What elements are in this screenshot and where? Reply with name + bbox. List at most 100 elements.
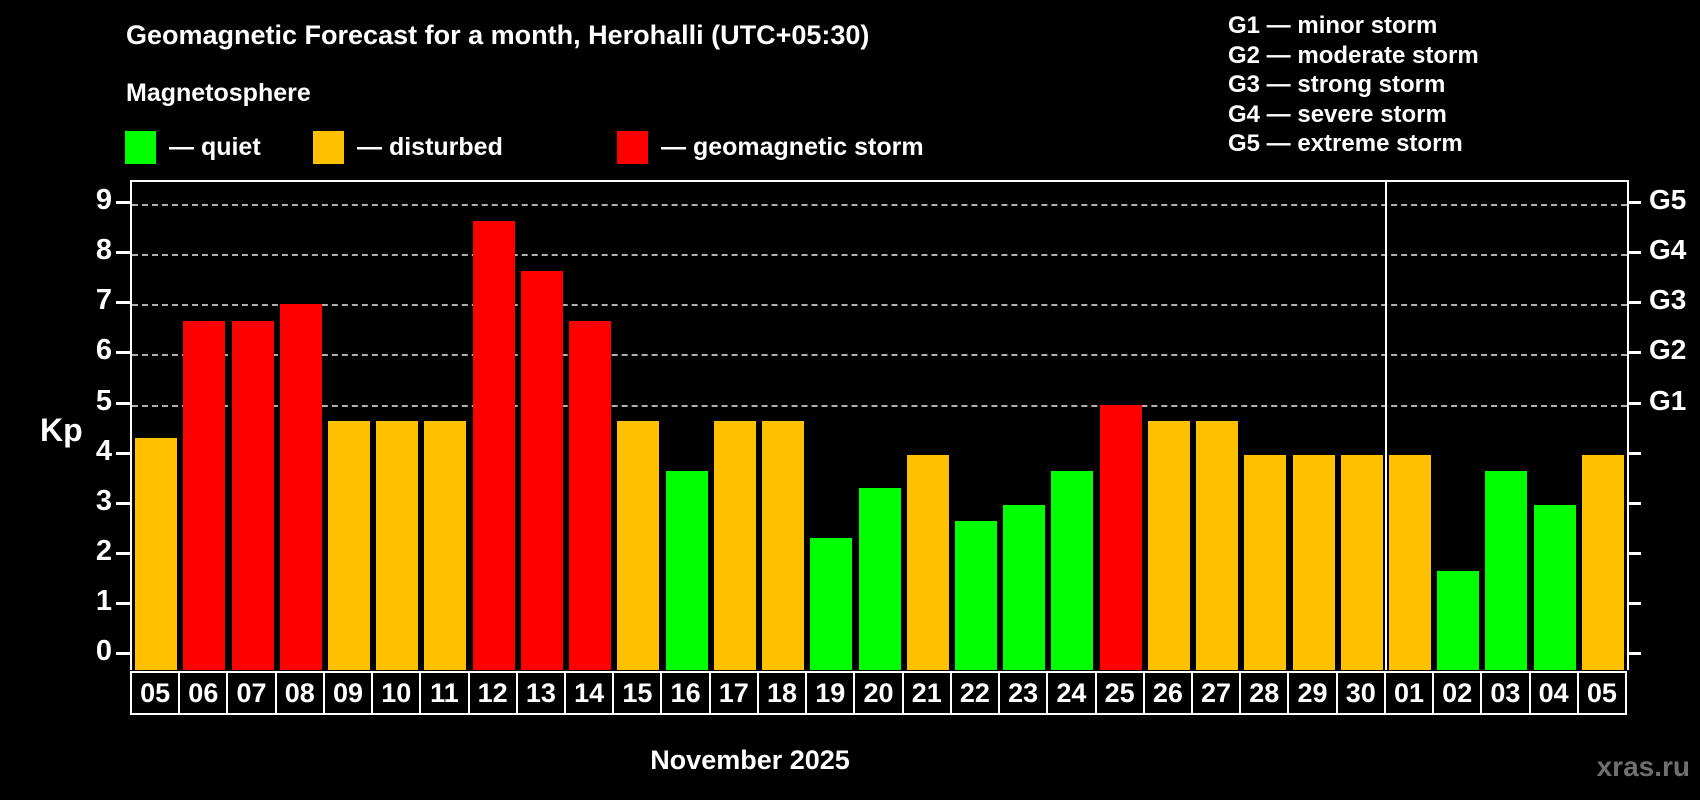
gridline-kp9 (132, 204, 1627, 207)
y-axis-tick-right-9 (1627, 201, 1641, 205)
kp-bar-12 (472, 220, 515, 670)
y-axis-tick-right-1 (1627, 601, 1641, 605)
kp-bar-29 (1292, 454, 1335, 670)
g-scale-label-g4: G4 (1649, 234, 1687, 266)
y-axis-tick-right-6 (1627, 351, 1641, 355)
kp-axis-title: Kp (40, 412, 83, 448)
kp-bar-30 (1340, 454, 1383, 670)
y-axis-label-0: 0 (95, 635, 112, 667)
gridline-kp8 (132, 254, 1627, 257)
y-axis-tick-right-2 (1627, 551, 1641, 555)
legend-item-storm: — geomagnetic storm (617, 129, 924, 165)
y-axis-tick-right-7 (1627, 301, 1641, 305)
legend-label-disturbed: — disturbed (357, 132, 503, 161)
y-axis-tick-left-1 (116, 601, 130, 605)
storm-color-swatch (617, 130, 648, 164)
date-cell-01-dec: 01 (1383, 671, 1435, 715)
date-cell-15-nov: 15 (612, 671, 663, 715)
legend-label-storm: — geomagnetic storm (661, 132, 924, 161)
kp-bar-05 (135, 438, 178, 670)
kp-bar-15 (617, 421, 660, 670)
kp-bar-04 (1533, 504, 1576, 670)
y-axis-label-5: 5 (95, 384, 112, 417)
g-scale-label-g5: G5 (1649, 184, 1687, 216)
date-cell-07-nov: 07 (226, 671, 277, 715)
y-axis-tick-left-4 (116, 451, 130, 455)
g-scale-label-g2: G2 (1649, 334, 1687, 366)
storm-scale-line-g5: G5 — extreme storm (1228, 130, 1463, 157)
plot-area (130, 180, 1629, 670)
month-separator-line (1384, 182, 1387, 670)
kp-bar-05 (1581, 454, 1624, 670)
y-axis-tick-left-2 (116, 551, 130, 555)
kp-bar-08 (279, 304, 322, 670)
date-cell-06-nov: 06 (178, 671, 229, 715)
watermark: xras.ru (1596, 751, 1690, 782)
storm-scale-line-g1: G1 — minor storm (1228, 12, 1438, 39)
storm-scale-legend: G1 — minor storm G2 — moderate storm G3 … (1228, 11, 1479, 159)
y-axis-tick-right-3 (1627, 501, 1641, 505)
y-axis-label-9: 9 (95, 184, 112, 217)
date-cell-27-nov: 27 (1190, 671, 1242, 715)
gridline-kp7 (132, 304, 1627, 307)
quiet-color-swatch (125, 130, 156, 164)
date-cell-02-dec: 02 (1432, 671, 1483, 715)
kp-bar-10 (376, 421, 419, 670)
y-axis-tick-right-8 (1627, 251, 1641, 255)
y-axis-tick-right-0 (1627, 652, 1641, 655)
kp-bar-16 (665, 471, 708, 670)
y-axis-label-1: 1 (95, 584, 112, 617)
kp-bar-19 (810, 538, 853, 670)
date-cell-29-nov: 29 (1287, 671, 1338, 715)
date-cell-10-nov: 10 (371, 671, 422, 715)
kp-bar-14 (569, 320, 612, 670)
y-axis-tick-left-0 (116, 652, 130, 655)
date-cell-08-nov: 08 (274, 671, 325, 715)
magnetosphere-label: Magnetosphere (126, 79, 311, 107)
date-cell-24-nov: 24 (1046, 671, 1097, 715)
y-axis-tick-left-8 (116, 251, 130, 255)
kp-bar-25 (1099, 404, 1142, 670)
y-axis-label-3: 3 (95, 484, 112, 517)
kp-bar-24 (1051, 471, 1094, 670)
date-cell-11-nov: 11 (419, 671, 470, 715)
y-axis-tick-right-4 (1627, 451, 1641, 455)
date-cell-13-nov: 13 (515, 671, 567, 715)
date-cell-12-nov: 12 (467, 671, 518, 715)
date-cell-22-nov: 22 (949, 671, 1001, 715)
y-axis-label-4: 4 (95, 434, 112, 467)
kp-bar-20 (858, 488, 901, 670)
kp-bar-21 (906, 454, 949, 670)
kp-bar-11 (424, 421, 467, 670)
date-cell-26-nov: 26 (1142, 671, 1193, 715)
date-cell-05-dec: 05 (1576, 671, 1627, 715)
gridline-kp6 (132, 354, 1627, 357)
y-axis-tick-left-7 (116, 301, 130, 305)
page-title: Geomagnetic Forecast for a month, Heroha… (126, 20, 870, 50)
gridline-kp5 (132, 404, 1627, 407)
kp-bar-18 (762, 421, 805, 670)
legend-item-disturbed: — disturbed (313, 129, 503, 165)
kp-bar-09 (328, 421, 371, 670)
g-scale-label-g3: G3 (1649, 284, 1687, 316)
kp-bar-07 (231, 320, 274, 670)
date-cell-09-nov: 09 (322, 671, 374, 715)
date-cell-04-dec: 04 (1528, 671, 1579, 715)
kp-bar-01 (1388, 454, 1431, 670)
g-scale-label-g1: G1 (1649, 384, 1687, 416)
disturbed-color-swatch (313, 130, 344, 164)
date-cell-25-nov: 25 (1094, 671, 1145, 715)
y-axis-label-7: 7 (95, 284, 112, 317)
month-axis-title: November 2025 (650, 745, 850, 775)
legend-label-quiet: — quiet (169, 132, 261, 161)
legend-item-quiet: — quiet (125, 129, 261, 165)
date-cell-18-nov: 18 (756, 671, 808, 715)
kp-bar-27 (1196, 421, 1239, 670)
date-cell-30-nov: 30 (1335, 671, 1386, 715)
y-axis-tick-left-6 (116, 351, 130, 355)
kp-bar-23 (1003, 504, 1046, 670)
storm-scale-line-g4: G4 — severe storm (1228, 100, 1447, 128)
date-cell-14-nov: 14 (564, 671, 615, 715)
kp-bar-17 (713, 421, 756, 670)
kp-bar-02 (1437, 571, 1480, 670)
